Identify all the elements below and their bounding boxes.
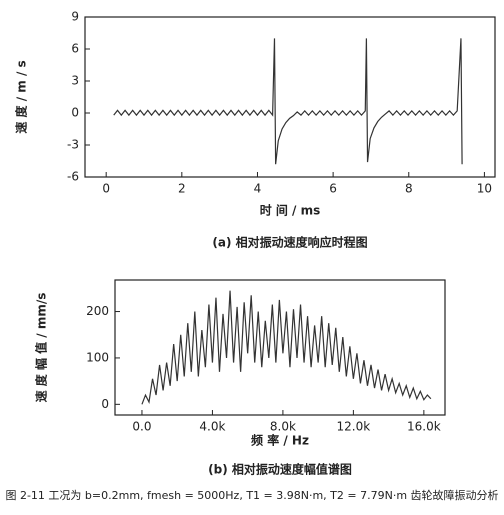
x-tick-label: 0 [102, 182, 110, 196]
y-tick-label: 6 [71, 42, 79, 56]
x-tick-label: 16.0k [407, 420, 441, 434]
x-tick-label: 8.0k [270, 420, 296, 434]
chart-title: (b) 相对振动速度幅值谱图 [208, 462, 352, 477]
x-tick-label: 8 [405, 182, 413, 196]
figure-caption: 图 2-11 工况为 b=0.2mm, fmesh = 5000Hz, T1 =… [5, 488, 498, 502]
chart-title: (a) 相对振动速度响应时程图 [212, 235, 367, 250]
data-line [141, 290, 432, 405]
plot-frame [84, 16, 496, 178]
x-tick-label: 6 [329, 182, 337, 196]
x-axis-label: 时 间 / ms [260, 203, 321, 218]
plot-frame [114, 279, 446, 416]
y-axis-label: 速 度 幅 值 / mm/s [34, 293, 49, 403]
y-tick-label: 200 [86, 304, 109, 318]
x-tick-label: 2 [178, 182, 186, 196]
x-tick-label: 12.0k [337, 420, 371, 434]
y-tick-label: 0 [71, 106, 79, 120]
x-tick-label: 0.0 [132, 420, 151, 434]
y-tick-label: 100 [86, 350, 109, 364]
y-tick-label: 3 [71, 74, 79, 88]
y-tick-label: 0 [101, 397, 109, 411]
data-line [113, 38, 463, 165]
x-axis-label: 频 率 / Hz [251, 433, 309, 448]
x-tick-label: 4.0k [199, 420, 225, 434]
y-axis-label: 速 度 / m / s [14, 60, 29, 133]
y-tick-label: 9 [71, 10, 79, 24]
y-tick-label: -3 [67, 138, 79, 152]
x-tick-label: 4 [254, 182, 262, 196]
x-tick-label: 10 [477, 182, 492, 196]
y-tick-label: -6 [67, 170, 79, 184]
